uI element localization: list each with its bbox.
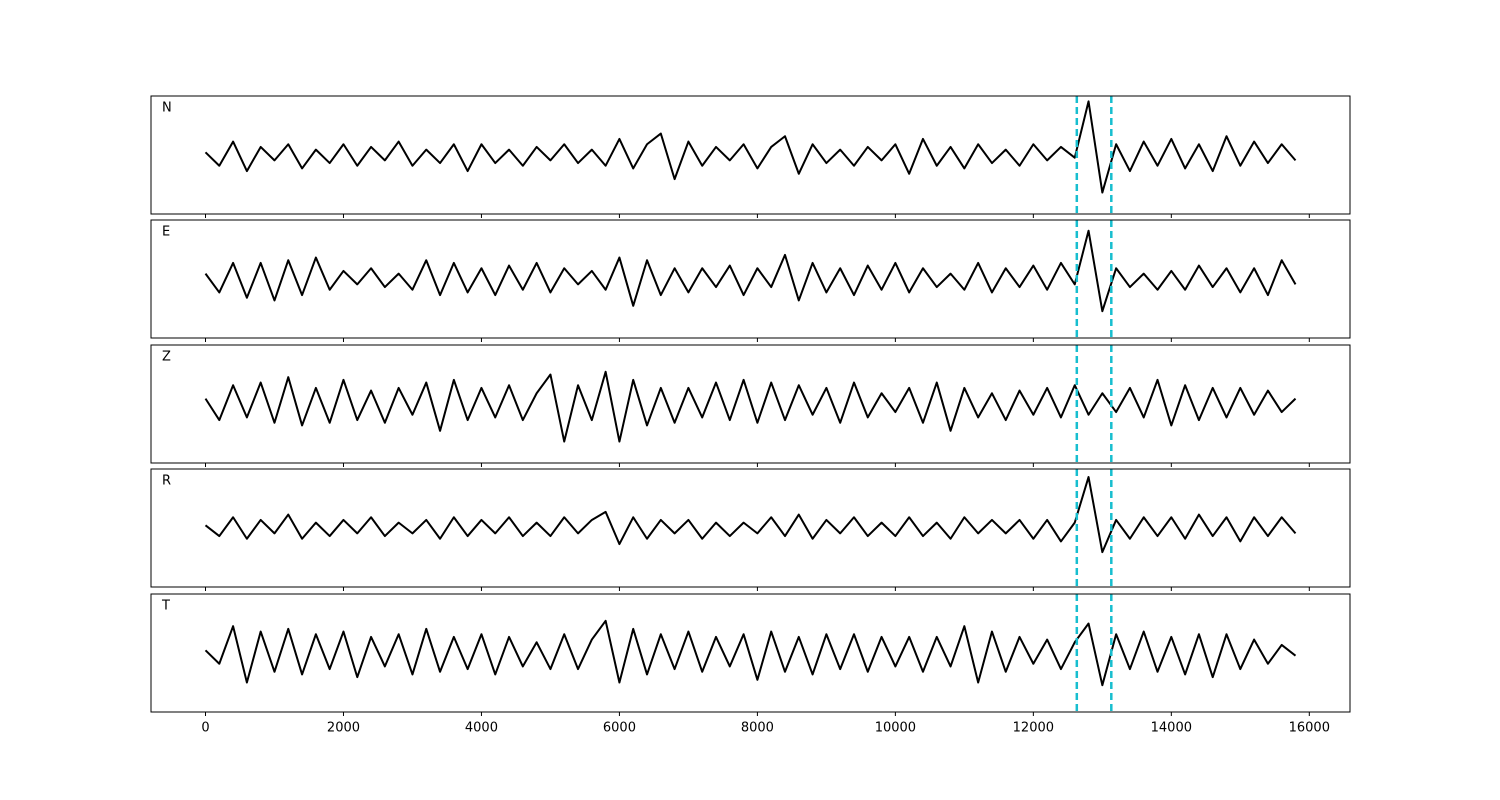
panel-label: Z <box>162 350 171 365</box>
x-tick-label: 2000 <box>327 721 360 736</box>
panel-frame <box>150 468 1351 588</box>
x-tick-label: 8000 <box>741 721 774 736</box>
x-tick-label: 4000 <box>465 721 498 736</box>
panel-frame <box>150 219 1351 339</box>
trace <box>204 370 1297 443</box>
panel-label: T <box>161 599 170 614</box>
panel-frame <box>150 95 1351 215</box>
trace <box>204 476 1297 554</box>
x-tick-label: 6000 <box>603 721 636 736</box>
x-tick-label: 10000 <box>875 721 916 736</box>
x-tick-label: 0 <box>201 721 209 736</box>
panel-frame <box>150 344 1351 464</box>
panel-frame <box>150 593 1351 713</box>
trace <box>204 100 1297 194</box>
trace <box>204 619 1297 687</box>
x-tick-label: 12000 <box>1013 721 1054 736</box>
trace <box>204 229 1297 313</box>
x-tick-label: 16000 <box>1289 721 1330 736</box>
panel-label: R <box>162 474 171 489</box>
panel-label: E <box>162 225 170 240</box>
panel-label: N <box>162 101 172 116</box>
x-tick-label: 14000 <box>1151 721 1192 736</box>
